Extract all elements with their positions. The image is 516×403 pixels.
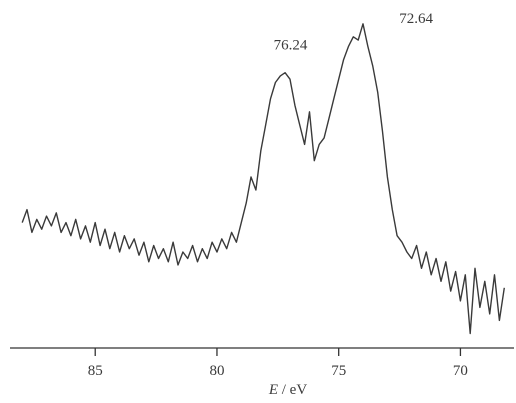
x-tick-label-85: 85 [88,363,103,379]
x-axis-label-unit: / eV [278,382,307,398]
x-axis-label-symbol: E [268,382,278,398]
peak-annotations: 76.24 72.64 [274,11,434,54]
x-tick-label-80: 80 [209,363,224,379]
x-axis-ticks [94,348,462,356]
plot-area [21,23,505,335]
x-axis-tick-labels: 85 80 75 70 [88,363,468,379]
peak-label-1: 72.64 [399,11,433,27]
x-axis-label: E / eV [268,382,307,398]
peak-label-0: 76.24 [274,37,308,53]
x-tick-label-70: 70 [453,363,468,379]
x-tick-label-75: 75 [331,363,346,379]
spectrum-line [21,23,505,335]
